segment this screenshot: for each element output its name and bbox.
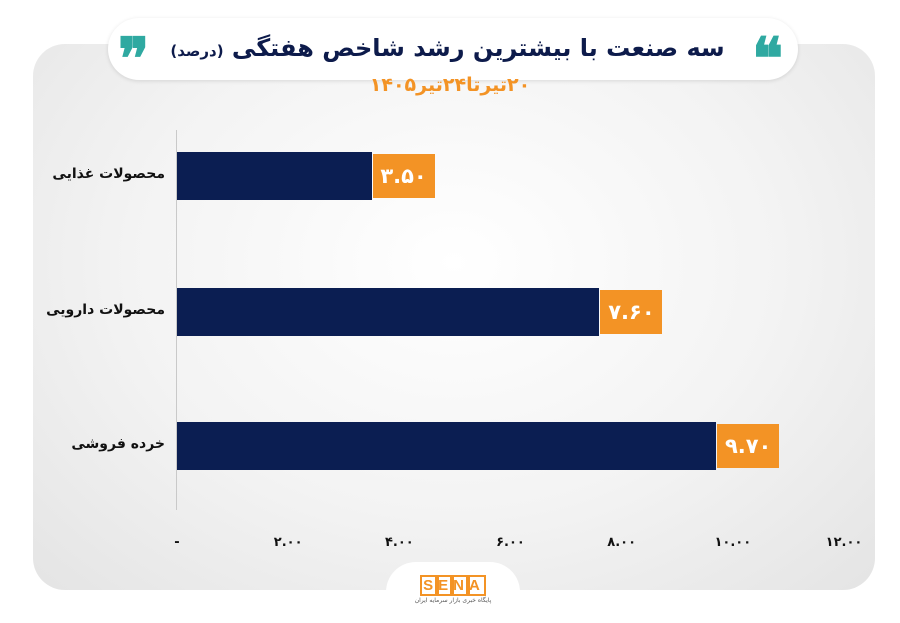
category-label: محصولات غذایی bbox=[52, 166, 165, 182]
x-tick-label: ۲.۰۰ bbox=[273, 535, 303, 550]
category-label: محصولات دارویی bbox=[46, 302, 165, 318]
x-tick-label: ۶.۰۰ bbox=[496, 535, 525, 550]
x-tick-label: ۱۰.۰۰ bbox=[714, 535, 752, 550]
x-tick-label: - bbox=[174, 535, 180, 550]
bar bbox=[177, 288, 600, 336]
bar bbox=[177, 422, 717, 470]
logo-letter: S bbox=[420, 575, 440, 596]
bar bbox=[177, 152, 372, 200]
title-banner bbox=[108, 18, 798, 80]
logo-tagline: پایگاه خبری بازار سرمایه ایران bbox=[414, 597, 492, 604]
y-axis-line bbox=[176, 130, 177, 510]
category-label: خرده فروشی bbox=[71, 436, 165, 452]
chart-subtitle: ۲۰تیرتا۲۴تیر۱۴۰۵ bbox=[369, 74, 531, 96]
logo-letter: E bbox=[435, 575, 455, 596]
bar-value-label: ۹.۷۰ bbox=[717, 424, 780, 468]
logo-letter: N bbox=[450, 575, 471, 596]
quote-open-icon: ❞ bbox=[118, 25, 150, 93]
x-tick-label: ۸.۰۰ bbox=[607, 535, 637, 550]
x-tick-label: ۱۲.۰۰ bbox=[825, 535, 863, 550]
chart-title-unit: (درصد) bbox=[170, 42, 224, 60]
bar-value-label: ۳.۵۰ bbox=[372, 154, 435, 198]
chart-title-text: سه صنعت با بیشترین رشد شاخص هفتگی bbox=[231, 34, 725, 62]
quote-close-icon: ❝ bbox=[752, 25, 784, 93]
logo-letter: A bbox=[466, 575, 486, 596]
chart-title: سه صنعت با بیشترین رشد شاخص هفتگی (درصد) bbox=[150, 34, 745, 62]
x-tick-label: ۴.۰۰ bbox=[384, 535, 414, 550]
bar-value-label: ۷.۶۰ bbox=[600, 290, 663, 334]
